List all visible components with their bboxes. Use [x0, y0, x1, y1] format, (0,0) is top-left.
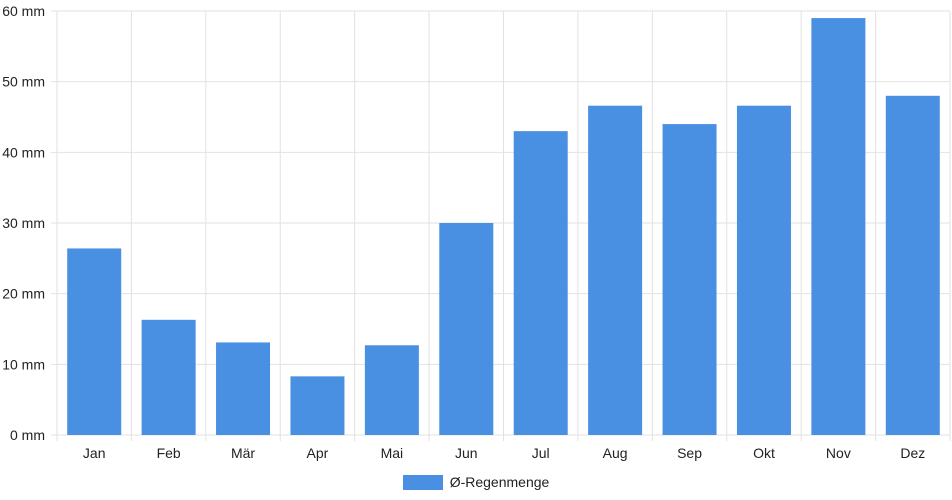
y-tick-label: 50 mm	[2, 74, 45, 90]
x-tick-label: Mär	[231, 445, 255, 461]
bar-okt[interactable]	[736, 105, 791, 436]
x-tick-label: Jul	[532, 445, 550, 461]
x-axis-ticks: Jan Feb Mär Apr Mai Jun Jul Aug Sep Okt Nov Dez	[83, 445, 925, 461]
x-tick-label: Jun	[455, 445, 478, 461]
bar-feb[interactable]	[141, 319, 196, 435]
y-tick-label: 30 mm	[2, 215, 45, 231]
x-tick-label: Jan	[83, 445, 106, 461]
legend-swatch	[402, 474, 443, 490]
x-tick-label: Apr	[307, 445, 329, 461]
y-tick-label: 60 mm	[2, 3, 45, 19]
x-tick-label: Sep	[677, 445, 702, 461]
bar-apr[interactable]	[290, 376, 345, 435]
y-tick-label: 40 mm	[2, 144, 45, 160]
x-tick-label: Okt	[753, 445, 775, 461]
y-tick-label: 10 mm	[2, 356, 45, 372]
bar-jun[interactable]	[439, 223, 494, 435]
y-axis-ticks: 0 mm 10 mm 20 mm 30 mm 40 mm 50 mm 60 mm	[2, 3, 45, 443]
chart-canvas: 0 mm 10 mm 20 mm 30 mm 40 mm 50 mm 60 mm Jan Fe…	[2, 3, 951, 461]
legend-label: Ø-Regenmenge	[449, 474, 550, 490]
x-tick-label: Mai	[381, 445, 404, 461]
bar-nov[interactable]	[811, 18, 866, 436]
legend: Ø-Regenmenge	[0, 472, 952, 492]
bar-dez[interactable]	[885, 95, 940, 436]
bars	[67, 18, 940, 436]
y-tick-label: 20 mm	[2, 286, 45, 302]
bar-mai[interactable]	[364, 345, 419, 435]
x-tick-label: Dez	[900, 445, 925, 461]
bar-aug[interactable]	[588, 105, 643, 436]
bar-mär[interactable]	[216, 342, 271, 435]
x-tick-label: Nov	[826, 445, 851, 461]
x-tick-label: Aug	[603, 445, 628, 461]
bar-sep[interactable]	[662, 124, 717, 436]
x-tick-label: Feb	[157, 445, 181, 461]
bar-jul[interactable]	[513, 131, 568, 435]
grid-lines	[51, 10, 951, 441]
bar-jan[interactable]	[67, 248, 122, 435]
y-tick-label: 0 mm	[10, 427, 45, 443]
